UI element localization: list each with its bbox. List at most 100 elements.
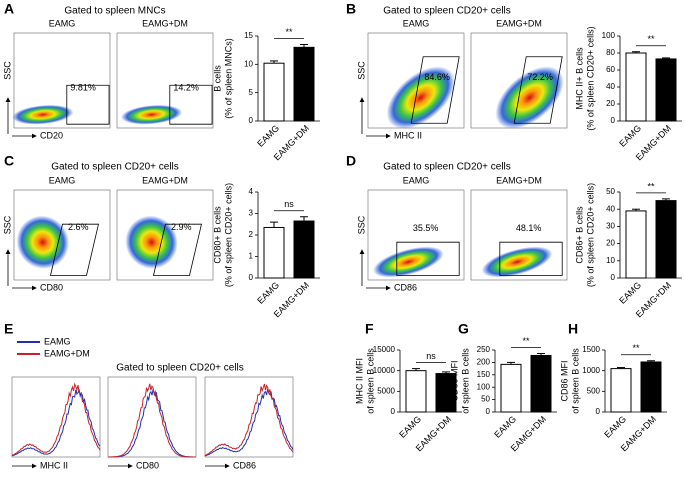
y-tick-label: 1	[249, 252, 254, 261]
panel-letter: A	[4, 1, 14, 17]
y-axis-label: of spleen B cells	[570, 348, 580, 414]
y-axis-label: (% of spleen CD20+ cells)	[585, 26, 595, 130]
y-axis-label: CD80+ B cells	[212, 206, 222, 264]
bar	[640, 361, 662, 413]
y-tick-label: 0	[596, 407, 601, 416]
plot-label: EAMG	[403, 175, 430, 185]
plot-label: EAMG	[49, 175, 76, 185]
y-axis-label: CD86 MFI	[559, 360, 569, 401]
bar	[610, 368, 632, 413]
y-axis-label: (% of spleen CD20+ cells)	[223, 183, 233, 287]
panel-letter: B	[346, 1, 356, 17]
legend-label: EAMG+DM	[44, 348, 90, 358]
panel-title: Gated to spleen CD20+ cells	[116, 363, 244, 374]
histogram-frame	[11, 376, 101, 458]
gate	[513, 56, 563, 124]
bar	[655, 58, 677, 122]
gate-percent: 9.81%	[70, 82, 96, 92]
panel-letter: C	[4, 153, 14, 169]
y-tick-label: 5000	[377, 386, 395, 395]
x-tick-label: EAMG	[492, 414, 518, 440]
x-axis-label: CD20	[40, 130, 63, 140]
x-tick-label: EAMG	[397, 414, 423, 440]
x-axis-label: CD80	[40, 282, 63, 292]
y-axis-label: CD86+ B cells	[574, 206, 584, 264]
x-tick-label: EAMG	[255, 123, 281, 149]
gate-percent: 2.9%	[171, 222, 192, 232]
y-axis-label: SSC	[2, 61, 12, 80]
y-axis-label: CD80 MFI	[449, 360, 459, 401]
y-axis-label: MHC II+ B cells	[574, 47, 584, 110]
y-tick-label: 3	[249, 209, 254, 218]
gate	[152, 223, 202, 276]
y-axis-label: (% of spleen MNCs)	[223, 38, 233, 119]
x-axis-label: CD86	[394, 282, 417, 292]
histogram-curve	[204, 383, 294, 456]
y-axis-label: (% of spleen CD20+ cells)	[585, 183, 595, 287]
significance-label: **	[285, 27, 293, 37]
x-axis-label: CD86	[233, 460, 256, 470]
gate	[169, 84, 213, 125]
gate-percent: 72.2%	[527, 72, 553, 82]
y-axis-label: of spleen B cells	[365, 348, 375, 414]
y-tick-label: 10000	[373, 366, 396, 375]
y-tick-label: 100	[602, 31, 616, 40]
plot-label: EAMG	[403, 18, 430, 28]
gate-percent: 84.6%	[424, 72, 450, 82]
y-tick-label: 1500	[582, 345, 600, 354]
bar	[625, 52, 647, 122]
y-axis-label: of spleen B cells	[460, 348, 470, 414]
y-tick-label: 0	[486, 407, 491, 416]
y-axis-label: SSC	[356, 215, 366, 234]
y-tick-label: 0	[391, 407, 396, 416]
bar	[263, 226, 285, 279]
histogram-frame	[204, 376, 294, 458]
plot-label: EAMG+DM	[496, 18, 542, 28]
significance-label: **	[647, 181, 655, 191]
legend-label: EAMG	[44, 336, 71, 346]
y-axis-label: B cells	[212, 65, 222, 92]
y-tick-label: 200	[477, 358, 491, 367]
histogram-curve	[108, 383, 196, 458]
y-tick-label: 1000	[582, 366, 600, 375]
y-tick-label: 15	[244, 31, 253, 40]
density-cloud	[120, 104, 183, 125]
y-tick-label: 20	[606, 239, 615, 248]
y-tick-label: 2	[249, 230, 254, 239]
significance-label: **	[522, 336, 530, 346]
histogram-frame	[107, 376, 197, 458]
significance-label: ns	[284, 199, 294, 209]
gate-percent: 2.6%	[68, 222, 89, 232]
panel-letter: F	[365, 321, 374, 337]
x-axis-label: MHC II	[394, 130, 422, 140]
y-axis-label: MHC II MFI	[354, 358, 364, 404]
y-tick-label: 0	[249, 273, 254, 282]
y-tick-label: 10	[244, 59, 253, 68]
y-tick-label: 20	[606, 99, 615, 108]
density-cloud	[372, 246, 444, 278]
density-cloud	[481, 246, 553, 278]
gate	[66, 84, 110, 125]
bar	[655, 200, 677, 279]
y-tick-label: 250	[477, 345, 491, 354]
y-axis-label: SSC	[2, 215, 12, 234]
panel-letter: G	[458, 321, 469, 337]
y-tick-label: 15000	[373, 345, 396, 354]
y-tick-label: 60	[606, 65, 615, 74]
gate-percent: 35.5%	[413, 223, 439, 233]
panel-letter: E	[4, 321, 13, 337]
gate	[410, 56, 460, 124]
panel-title: Gated to spleen MNCs	[64, 6, 165, 17]
y-tick-label: 500	[587, 386, 601, 395]
x-tick-label: EAMG	[602, 414, 628, 440]
x-tick-label: EAMG	[617, 280, 643, 306]
plot-label: EAMG	[49, 18, 76, 28]
y-tick-label: 0	[611, 116, 616, 125]
bar	[405, 370, 427, 413]
y-tick-label: 5	[249, 88, 254, 97]
x-axis-label: CD80	[136, 460, 159, 470]
gate-percent: 48.1%	[516, 223, 542, 233]
y-tick-label: 40	[606, 204, 615, 213]
panel-letter: D	[346, 153, 356, 169]
y-tick-label: 0	[249, 116, 254, 125]
